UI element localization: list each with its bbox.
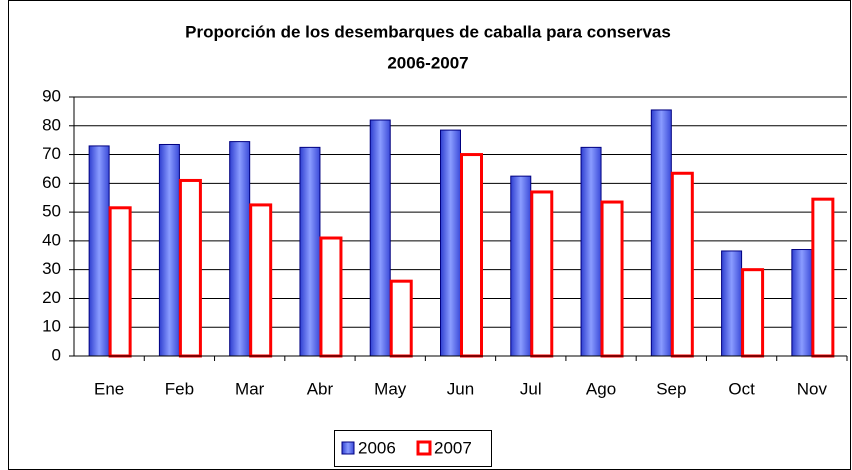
bar [158, 143, 180, 357]
bar [249, 203, 273, 358]
y-tick-label: 90 [42, 86, 61, 105]
bar [88, 145, 110, 357]
x-tick-label: Ago [586, 379, 616, 398]
bar [389, 279, 413, 358]
bar [319, 236, 343, 358]
y-tick-label: 80 [42, 115, 61, 134]
chart-title: Proporción de los desembarques de caball… [185, 22, 671, 41]
y-tick-label: 10 [42, 317, 61, 336]
bar [650, 109, 672, 357]
y-tick-label: 30 [42, 259, 61, 278]
legend-swatch [341, 441, 355, 455]
y-tick-label: 40 [42, 230, 61, 249]
x-tick-label: Abr [307, 379, 334, 398]
x-tick-label: Ene [94, 379, 124, 398]
bar [108, 206, 132, 358]
bar [580, 146, 602, 357]
x-tick-label: May [374, 379, 407, 398]
legend: 2006 2007 [334, 430, 492, 467]
bar [460, 153, 483, 358]
bar [600, 200, 624, 358]
y-tick-label: 0 [52, 345, 61, 364]
chart-subtitle: 2006-2007 [387, 53, 468, 72]
x-tick-label: Feb [165, 379, 194, 398]
bar [510, 175, 532, 357]
bar [369, 119, 391, 357]
bar [721, 250, 743, 357]
x-tick-label: Sep [656, 379, 686, 398]
y-tick-label: 70 [42, 144, 61, 163]
bar [178, 178, 202, 358]
x-tick-label: Mar [235, 379, 265, 398]
x-tick-label: Oct [728, 379, 755, 398]
bar [229, 141, 251, 357]
chart-border [8, 0, 851, 470]
bar [791, 249, 813, 357]
y-tick-label: 20 [42, 288, 61, 307]
bar [741, 268, 765, 358]
legend-label: 2007 [434, 438, 472, 457]
legend-box [334, 430, 492, 467]
legend-label: 2006 [358, 438, 396, 457]
x-tick-label: Jun [447, 379, 474, 398]
y-tick-label: 50 [42, 202, 61, 221]
bar [670, 171, 694, 358]
bar [530, 190, 554, 358]
legend-swatch [416, 440, 432, 456]
x-tick-label: Nov [797, 379, 828, 398]
y-tick-label: 60 [42, 173, 61, 192]
x-tick-label: Jul [520, 379, 542, 398]
bar [811, 197, 835, 358]
bar [299, 146, 321, 357]
bar [440, 129, 461, 357]
